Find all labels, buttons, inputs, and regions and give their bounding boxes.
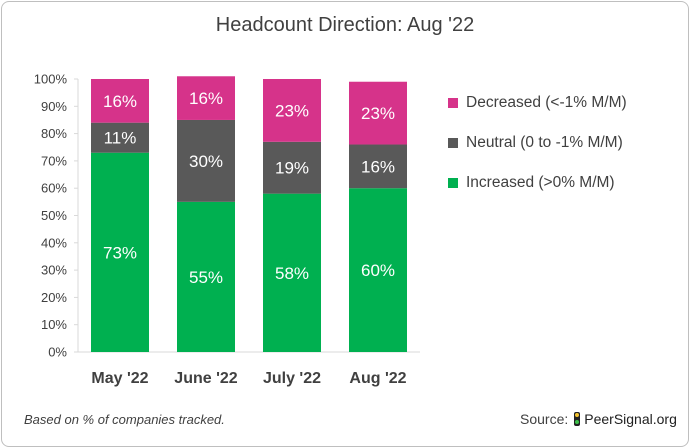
legend-swatch-decreased [448,98,458,108]
y-tick-label: 40% [41,235,67,250]
bar-neutral [177,119,235,202]
legend-label-neutral: Neutral (0 to -1% M/M) [466,134,623,151]
y-tick-label: 30% [41,263,67,278]
legend-swatch-neutral [448,138,458,148]
bar-neutral [349,144,407,189]
legend-item-decreased: Decreased (<-1% M/M) [448,92,627,114]
y-tick-label: 90% [41,99,67,114]
source-credit: Source: PeerSignal.org [520,411,677,427]
legend-label-increased: Increased (>0% M/M) [466,174,615,191]
y-tick-label: 70% [41,153,67,168]
legend-label-decreased: Decreased (<-1% M/M) [466,94,627,111]
bar-decreased [263,79,321,142]
x-axis: May '22 June '22 July '22 Aug '22 [91,370,406,387]
bar-decreased [177,76,235,120]
data-label: 23% [361,104,395,123]
data-label: 16% [103,92,137,111]
source-brand: PeerSignal.org [584,411,677,427]
bars [91,76,407,352]
y-tick-label: 50% [41,208,67,223]
data-label: 73% [103,243,137,262]
y-tick-label: 60% [41,181,67,196]
legend-swatch-increased [448,178,458,188]
data-label: 19% [275,159,309,178]
bar-increased [263,193,321,352]
data-label: 11% [104,129,137,148]
data-label: 60% [361,261,395,280]
data-labels: 73% 11% 16% 55% 30% 16% 58% 19% 23% 60% 16% 23% [103,89,395,287]
y-tick-label: 20% [41,290,67,305]
legend-item-increased: Increased (>0% M/M) [448,172,627,194]
y-tick-label: 0% [48,345,67,360]
bar-neutral [91,122,149,153]
bar-neutral [263,141,321,194]
data-label: 30% [189,152,223,171]
y-tick-label: 100% [34,72,68,87]
legend-item-neutral: Neutral (0 to -1% M/M) [448,132,627,154]
data-label: 16% [189,89,223,108]
y-tick-label: 10% [41,317,67,332]
legend: Decreased (<-1% M/M) Neutral (0 to -1% M… [448,92,627,212]
bar-increased [91,152,149,352]
data-label: 23% [275,101,309,120]
bar-decreased [349,81,407,145]
bar-increased [349,188,407,352]
x-tick-label: Aug '22 [349,370,406,387]
y-axis: 0% 10% 20% 30% 40% 50% 60% 70% 80% 90% 100% [34,72,420,360]
source-label: Source: [520,411,569,427]
y-tick-label: 80% [41,126,67,141]
bar-decreased [91,79,149,123]
x-tick-label: May '22 [91,370,148,387]
data-label: 16% [361,157,395,176]
chart-title: Headcount Direction: Aug '22 [215,14,475,36]
x-tick-label: July '22 [263,370,321,387]
footnote: Based on % of companies tracked. [24,412,225,427]
traffic-light-icon [574,412,581,426]
data-label: 58% [275,264,309,283]
data-label: 55% [189,268,223,287]
bar-increased [177,201,235,352]
x-tick-label: June '22 [174,370,237,387]
